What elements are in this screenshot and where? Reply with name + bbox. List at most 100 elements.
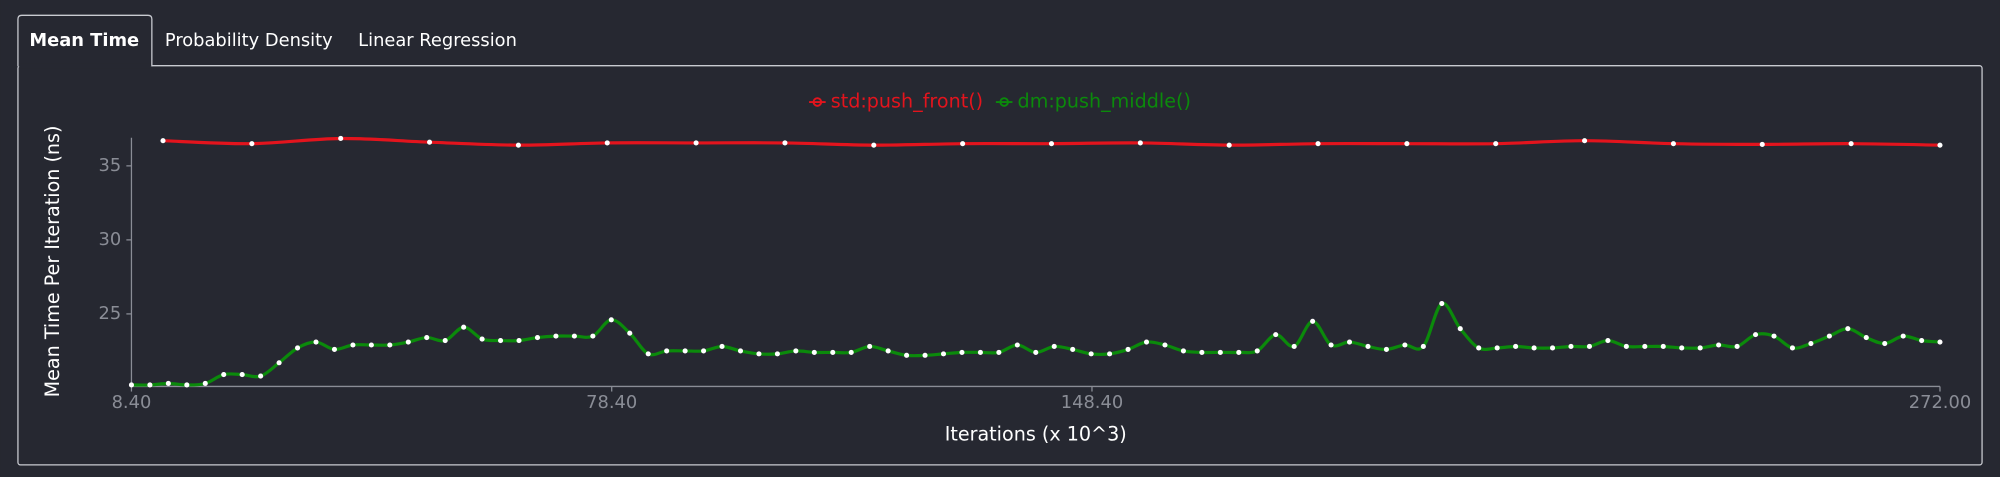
x-tick-label: 148.40 — [1061, 392, 1123, 413]
data-point — [627, 330, 633, 336]
data-point — [1513, 343, 1519, 350]
data-point — [516, 338, 522, 344]
data-point — [1848, 141, 1854, 147]
data-point — [1346, 339, 1353, 345]
data-point — [885, 348, 891, 354]
data-point — [645, 351, 651, 357]
data-point — [147, 382, 153, 388]
y-tick-label: 25 — [99, 303, 122, 324]
data-point — [239, 372, 245, 378]
data-point — [1531, 345, 1537, 351]
data-point — [811, 349, 817, 355]
data-point — [977, 349, 983, 355]
data-point — [1937, 142, 1943, 148]
data-point — [1605, 338, 1611, 344]
data-point — [331, 346, 338, 352]
data-point — [1402, 342, 1408, 348]
data-point — [793, 348, 799, 354]
data-point — [498, 338, 504, 344]
data-point — [1070, 346, 1076, 352]
data-point — [424, 335, 430, 341]
data-point — [1125, 346, 1131, 352]
data-point — [996, 349, 1002, 355]
data-point — [682, 348, 688, 354]
data-point — [1199, 349, 1205, 355]
data-point — [1051, 343, 1057, 350]
active-tab-join — [19, 63, 151, 69]
data-point — [1014, 342, 1020, 348]
y-axis-label: Mean Time Per Iteration (ns) — [41, 126, 64, 398]
legend-label: dm:push_middle() — [1018, 90, 1191, 113]
x-tick-label: 8.40 — [112, 392, 152, 413]
data-point — [1328, 342, 1334, 348]
data-point — [1568, 343, 1574, 350]
data-point — [960, 141, 966, 147]
data-point — [1623, 343, 1629, 350]
data-point — [1716, 342, 1722, 348]
tab[interactable]: Probability Density — [165, 30, 333, 51]
data-point — [871, 142, 877, 148]
panel — [17, 65, 1983, 466]
data-point — [1033, 349, 1039, 355]
data-point — [350, 342, 356, 348]
data-point — [461, 324, 467, 330]
data-point — [1826, 333, 1832, 339]
data-point — [160, 138, 166, 144]
data-point — [1679, 345, 1685, 351]
data-point — [922, 352, 928, 358]
data-point — [1476, 345, 1482, 351]
tab[interactable]: Mean Time — [29, 30, 139, 51]
data-point — [1900, 333, 1906, 339]
x-tick-label: 272.00 — [1909, 392, 1971, 413]
data-point — [515, 142, 521, 148]
data-point — [1660, 343, 1666, 350]
data-point — [1670, 141, 1676, 147]
y-tick-label: 35 — [99, 155, 122, 176]
data-point — [1642, 343, 1648, 350]
data-point — [693, 140, 699, 146]
data-point — [1315, 141, 1321, 147]
data-point — [664, 348, 670, 354]
data-point — [1808, 340, 1814, 347]
data-point — [701, 348, 707, 354]
data-point — [782, 140, 788, 146]
data-point — [1734, 343, 1740, 350]
data-point — [1863, 335, 1869, 341]
data-point — [590, 333, 596, 339]
data-point — [1137, 140, 1143, 146]
data-point — [830, 349, 836, 355]
data-point — [1048, 141, 1055, 147]
legend-label: std:push_front() — [831, 90, 983, 113]
x-tick-label: 78.40 — [586, 392, 637, 413]
data-point — [221, 372, 227, 378]
data-point — [719, 343, 725, 350]
data-point — [1236, 349, 1242, 355]
data-point — [1310, 318, 1316, 324]
data-point — [1217, 349, 1223, 355]
data-point — [1494, 345, 1500, 351]
y-tick-label: 30 — [99, 229, 122, 250]
data-point — [1753, 332, 1759, 338]
data-point — [249, 141, 255, 147]
data-point — [553, 333, 559, 339]
data-point — [1226, 142, 1232, 148]
data-point — [313, 339, 319, 345]
data-point — [1759, 141, 1765, 147]
data-point — [295, 345, 301, 351]
data-point — [202, 380, 208, 387]
data-point — [534, 335, 541, 341]
tab[interactable]: Linear Regression — [358, 30, 517, 51]
legend-marker — [812, 97, 823, 107]
x-axis-label: Iterations (x 10^3) — [945, 422, 1127, 445]
data-point — [867, 343, 873, 350]
data-point — [1439, 300, 1445, 307]
data-point — [276, 360, 282, 366]
data-point — [1919, 338, 1925, 344]
data-point — [1162, 342, 1168, 348]
data-point — [1420, 343, 1426, 350]
data-point — [571, 333, 577, 339]
data-point — [1365, 343, 1371, 350]
data-point — [1586, 343, 1593, 350]
data-point — [1697, 345, 1703, 351]
